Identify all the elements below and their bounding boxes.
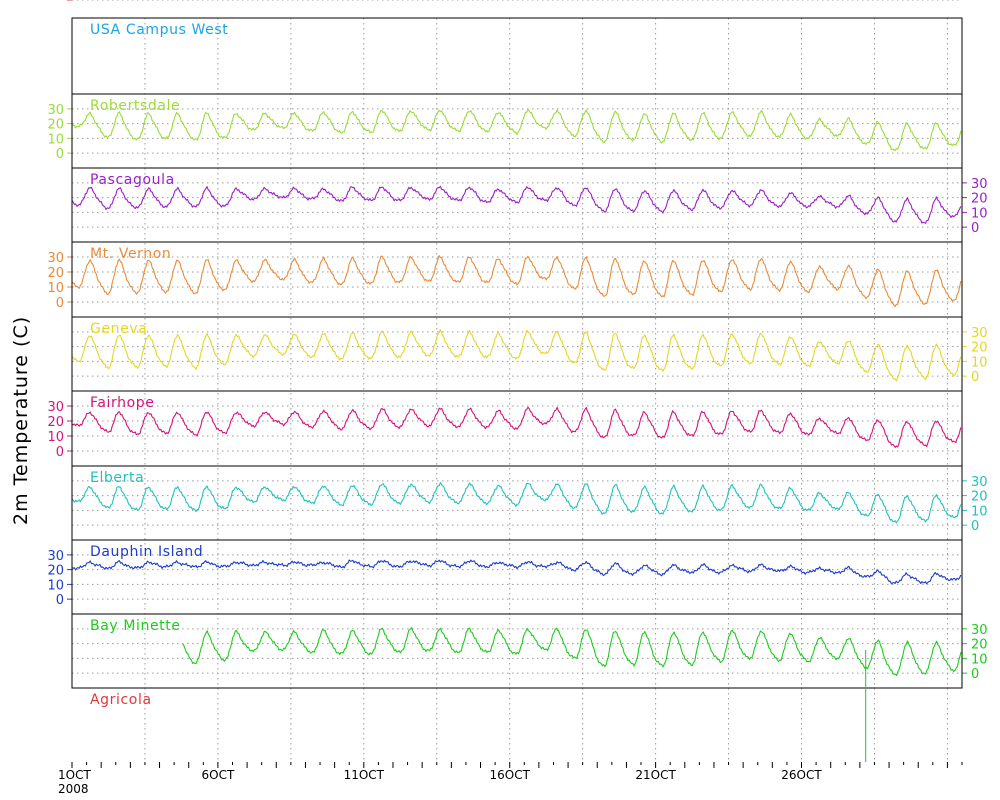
y-tick-label: 30 [971, 326, 988, 341]
y-tick-label: 0 [971, 667, 979, 682]
panel-frame [71, 613, 963, 689]
y-tick-label: 30 [971, 623, 988, 638]
station-label: Mt. Vernon [90, 246, 171, 262]
y-tick-label: 0 [56, 147, 64, 162]
x-tick-label: 1OCT [58, 768, 91, 782]
y-tick-label: 20 [971, 192, 988, 207]
y-tick-label: 30 [971, 177, 988, 192]
y-tick-label: 20 [47, 118, 64, 133]
station-label: USA Campus West [90, 22, 228, 38]
series-line-pascagoula [71, 185, 962, 224]
y-tick-label: 30 [47, 251, 64, 266]
x-tick-label: 21OCT [635, 768, 676, 782]
station-label: Geneva [90, 321, 147, 337]
y-tick-label: 10 [47, 430, 64, 445]
y-tick-label: 0 [971, 370, 979, 385]
series-line-elberta [71, 482, 962, 524]
station-label: Dauphin Island [90, 544, 203, 560]
y-tick-label: 0 [56, 0, 64, 4]
y-tick-label: 10 [971, 355, 988, 370]
x-tick-label: 16OCT [489, 768, 530, 782]
y-tick-label: 10 [47, 132, 64, 147]
y-tick-label: 0 [56, 593, 64, 608]
y-tick-label: 30 [47, 549, 64, 564]
x-tick-sublabel: 2008 [58, 782, 89, 796]
y-tick-label: 0 [971, 221, 979, 236]
panel-frame [71, 93, 963, 169]
station-label: Fairhope [90, 395, 155, 411]
y-tick-label: 20 [971, 638, 988, 653]
y-tick-label: 20 [47, 415, 64, 430]
y-tick-label: 10 [47, 281, 64, 296]
panel-frame [71, 539, 963, 615]
series-line-fairhope [71, 406, 962, 448]
y-tick-label: 20 [971, 490, 988, 505]
y-tick-label: 10 [971, 206, 988, 221]
station-label: Bay Minette [90, 618, 181, 634]
series-line-robertsdale [71, 109, 962, 152]
y-tick-label: 30 [971, 475, 988, 490]
panel-usa-campus-west: USA Campus West [71, 17, 963, 95]
y-tick-label: 20 [47, 564, 64, 579]
station-label: Agricola [90, 692, 152, 708]
y-tick-label: 20 [971, 341, 988, 356]
y-tick-label: 0 [56, 296, 64, 311]
series-line-dauphin-island [71, 559, 962, 585]
panel-frame [71, 167, 963, 243]
y-tick-label: 0 [971, 519, 979, 534]
y-tick-label: 30 [47, 400, 64, 415]
y-tick-label: 30 [47, 0, 64, 4]
x-tick-label: 11OCT [344, 768, 385, 782]
y-tick-label: 10 [47, 0, 64, 4]
panel-agricola: 0102030Agricola [47, 0, 962, 708]
y-tick-label: 20 [47, 0, 64, 4]
y-tick-label: 0 [56, 445, 64, 460]
y-tick-label: 20 [47, 266, 64, 281]
y-tick-label: 10 [971, 504, 988, 519]
y-tick-label: 30 [47, 103, 64, 118]
y-tick-label: 10 [47, 578, 64, 593]
series-line-bay-minette [182, 626, 962, 677]
x-tick-label: 6OCT [202, 768, 235, 782]
station-label: Pascagoula [90, 172, 175, 188]
series-line-mt-vernon [71, 255, 962, 308]
x-tick-label: 26OCT [781, 768, 822, 782]
station-label: Elberta [90, 470, 144, 486]
station-label: Robertsdale [90, 98, 180, 114]
panel-frame [71, 241, 963, 318]
series-line-geneva [71, 329, 962, 382]
y-tick-label: 10 [971, 652, 988, 667]
